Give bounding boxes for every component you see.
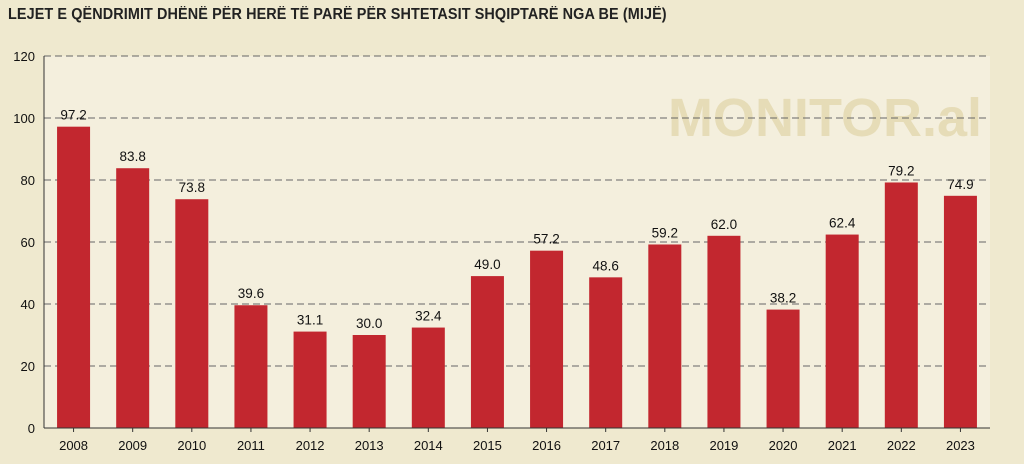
- x-tick-label: 2018: [650, 438, 679, 453]
- bar: [57, 126, 91, 429]
- y-tick-label: 40: [21, 297, 35, 312]
- data-label: 38.2: [770, 291, 796, 306]
- x-tick-label: 2017: [591, 438, 620, 453]
- data-label: 39.6: [238, 286, 264, 301]
- bar: [293, 331, 327, 428]
- x-tick-label: 2014: [414, 438, 443, 453]
- y-tick-label: 20: [21, 359, 35, 374]
- x-tick-label: 2020: [769, 438, 798, 453]
- bar: [411, 327, 445, 428]
- y-tick-label: 100: [13, 111, 35, 126]
- data-label: 59.2: [652, 225, 678, 240]
- x-tick-label: 2011: [237, 438, 265, 453]
- bar: [648, 244, 682, 428]
- y-tick-label: 0: [28, 421, 35, 436]
- data-label: 62.4: [829, 216, 856, 231]
- x-tick-label: 2016: [532, 438, 561, 453]
- x-tick-label: 2009: [118, 438, 147, 453]
- bar: [234, 305, 268, 428]
- data-label: 31.1: [297, 313, 323, 328]
- y-tick-label: 120: [13, 49, 35, 64]
- bar: [470, 276, 504, 428]
- x-tick-label: 2010: [177, 438, 206, 453]
- bar: [707, 235, 741, 428]
- bar: [884, 182, 918, 428]
- y-tick-label: 60: [21, 235, 35, 250]
- x-tick-label: 2008: [59, 438, 88, 453]
- data-label: 79.2: [888, 163, 914, 178]
- y-tick-label: 80: [21, 173, 35, 188]
- data-label: 30.0: [356, 316, 382, 331]
- x-tick-label: 2022: [887, 438, 916, 453]
- data-label: 49.0: [474, 257, 500, 272]
- bar: [825, 234, 859, 428]
- x-tick-label: 2012: [296, 438, 325, 453]
- x-tick-label: 2013: [355, 438, 384, 453]
- x-tick-label: 2015: [473, 438, 502, 453]
- bar: [175, 199, 209, 428]
- data-label: 32.4: [415, 309, 442, 324]
- data-label: 48.6: [593, 258, 619, 273]
- data-labels: 97.2 83.8 73.8 39.6 31.1 30.0 32.4 49.0 57.2 48.6…: [60, 108, 973, 331]
- chart-title: LEJET E QËNDRIMIT DHËNË PËR HERË TË PARË…: [8, 6, 667, 23]
- x-tick-label: 2023: [946, 438, 975, 453]
- x-tick-label: 2019: [709, 438, 738, 453]
- bars: [57, 126, 977, 429]
- bar: [352, 335, 386, 428]
- x-axis: 2008 2009 2010 2011 2012 2013 2014 2015 2016 2017…: [59, 428, 975, 453]
- data-label: 74.9: [947, 177, 973, 192]
- bar: [589, 277, 623, 428]
- data-label: 62.0: [711, 217, 737, 232]
- data-label: 83.8: [120, 149, 146, 164]
- data-label: 57.2: [533, 232, 559, 247]
- bar: [530, 250, 564, 428]
- x-tick-label: 2021: [828, 438, 857, 453]
- data-label: 73.8: [179, 180, 205, 195]
- y-axis: 0 20 40 60 80 100 120: [13, 49, 35, 436]
- bar: [943, 195, 977, 428]
- bar: [766, 309, 800, 428]
- data-label: 97.2: [60, 108, 86, 123]
- bar: [116, 168, 150, 428]
